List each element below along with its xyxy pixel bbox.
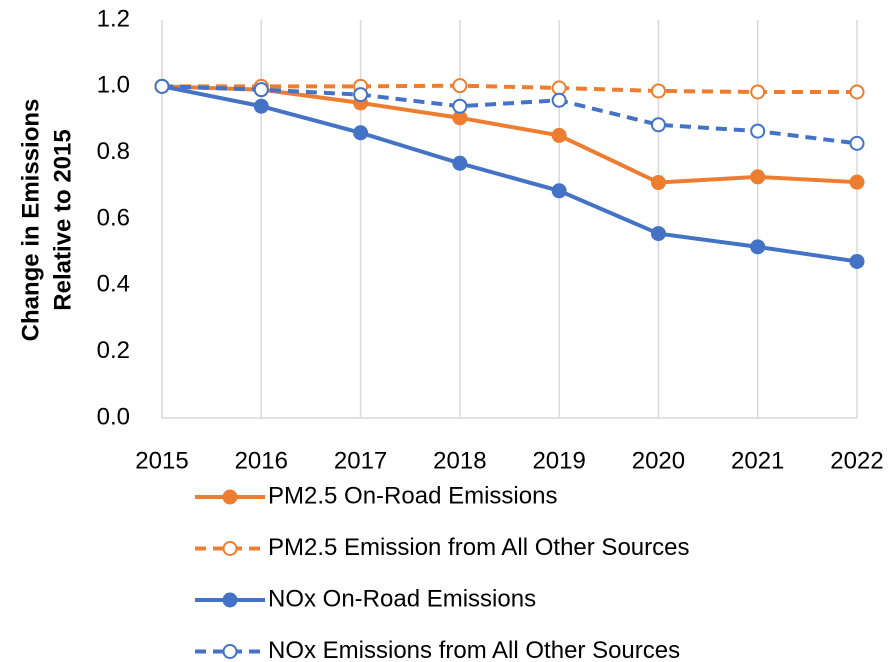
marker [551, 80, 567, 96]
legend-label: NOx On-Road Emissions [268, 585, 536, 612]
y-tick-label: 0.2 [97, 337, 130, 364]
y-axis-title: Relative to 2015 [49, 129, 76, 310]
x-tick-label: 2019 [532, 447, 585, 474]
marker [353, 125, 369, 141]
marker [849, 174, 865, 190]
legend-label: PM2.5 On-Road Emissions [268, 482, 557, 509]
x-tick-label: 2021 [731, 447, 784, 474]
marker [849, 84, 865, 100]
marker [650, 226, 666, 242]
marker [222, 489, 238, 505]
marker [452, 98, 468, 114]
marker [222, 541, 238, 556]
legend-label: PM2.5 Emission from All Other Sources [268, 534, 689, 561]
x-tick-label: 2020 [632, 447, 685, 474]
marker [650, 83, 666, 99]
marker [750, 123, 766, 139]
x-tick-label: 2015 [135, 447, 188, 474]
marker [452, 155, 468, 171]
marker [551, 183, 567, 199]
line [162, 83, 857, 94]
y-tick-label: 1.2 [97, 5, 130, 32]
y-tick-label: 0.6 [97, 204, 130, 231]
y-tick-label: 1.0 [97, 72, 130, 99]
marker [650, 175, 666, 191]
marker [750, 84, 766, 100]
marker [154, 78, 170, 94]
y-tick-label: 0.8 [97, 138, 130, 165]
y-tick-label: 0.0 [97, 403, 130, 430]
y-axis-title: Change in Emissions [17, 99, 44, 342]
x-tick-label: 2018 [433, 447, 486, 474]
legend-label: NOx Emissions from All Other Sources [268, 637, 680, 662]
marker [222, 592, 238, 608]
x-tick-label: 2016 [235, 447, 288, 474]
marker [849, 135, 865, 151]
marker [551, 127, 567, 143]
marker [650, 117, 666, 133]
marker [551, 92, 567, 108]
marker [253, 98, 269, 114]
x-tick-label: 2022 [830, 447, 883, 474]
y-tick-label: 0.4 [97, 271, 130, 298]
marker [452, 78, 468, 94]
line [161, 84, 858, 146]
marker [750, 239, 766, 255]
marker [849, 253, 865, 269]
x-tick-label: 2017 [334, 447, 387, 474]
marker [253, 82, 269, 98]
marker [353, 87, 369, 103]
marker [222, 644, 238, 659]
marker [750, 169, 766, 185]
line [161, 84, 858, 264]
